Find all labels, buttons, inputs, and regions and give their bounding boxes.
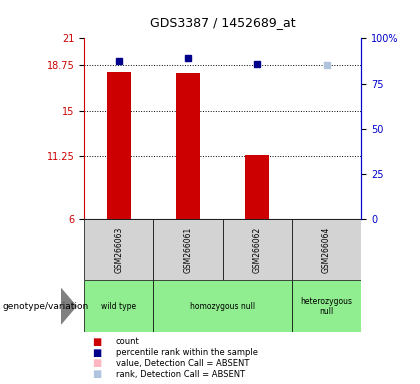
Text: genotype/variation: genotype/variation [2,302,88,311]
Bar [107,72,131,219]
Bar [245,155,269,219]
Text: GSM266061: GSM266061 [184,227,192,273]
Text: count: count [116,337,139,346]
Polygon shape [61,289,76,324]
Bar [223,219,292,280]
Bar [84,280,153,332]
Text: GDS3387 / 1452689_at: GDS3387 / 1452689_at [150,16,295,29]
Text: heterozygous
null: heterozygous null [301,296,352,316]
Text: wild type: wild type [101,302,136,311]
Bar [292,219,361,280]
Bar [153,219,223,280]
Bar [84,219,153,280]
Text: ■: ■ [92,337,102,347]
Bar [153,280,292,332]
Text: ■: ■ [92,358,102,368]
Bar [292,280,361,332]
Text: ■: ■ [92,348,102,358]
Text: GSM266063: GSM266063 [114,227,123,273]
Bar [176,73,200,219]
Text: ■: ■ [92,369,102,379]
Text: GSM266064: GSM266064 [322,227,331,273]
Text: percentile rank within the sample: percentile rank within the sample [116,348,257,357]
Text: value, Detection Call = ABSENT: value, Detection Call = ABSENT [116,359,249,368]
Text: homozygous null: homozygous null [190,302,255,311]
Text: rank, Detection Call = ABSENT: rank, Detection Call = ABSENT [116,369,244,379]
Text: GSM266062: GSM266062 [253,227,262,273]
